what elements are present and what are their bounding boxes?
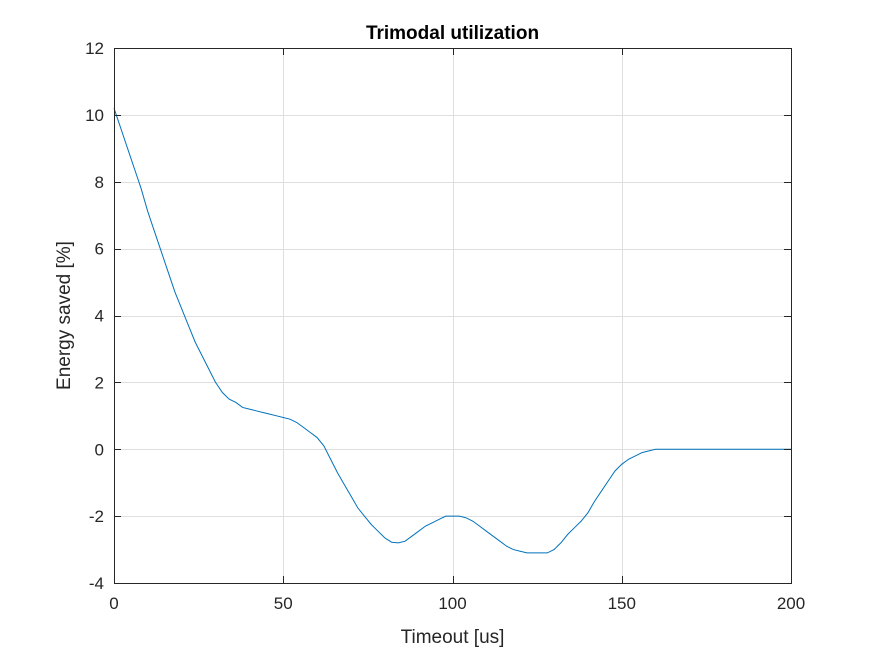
- y-axis-label: Energy saved [%]: [54, 241, 75, 390]
- plot-area: [114, 48, 791, 583]
- x-tick-label: 100: [438, 594, 466, 613]
- y-tick-label: 8: [95, 173, 104, 192]
- y-tick-label: 6: [95, 240, 104, 259]
- y-tick-label: 0: [95, 440, 104, 459]
- y-tick-label: -2: [89, 507, 104, 526]
- x-tick-label: 0: [109, 594, 118, 613]
- series-line: [113, 108, 791, 554]
- series-layer: [113, 108, 791, 554]
- y-tick-label: 4: [95, 307, 104, 326]
- y-tick-label: 10: [85, 106, 104, 125]
- x-tick-label: 50: [274, 594, 293, 613]
- y-tick-label: 12: [85, 39, 104, 58]
- x-tick-label: 150: [608, 594, 636, 613]
- x-axis-label: Timeout [us]: [401, 627, 505, 648]
- chart-title: Trimodal utilization: [366, 23, 539, 44]
- x-tick-label: 200: [777, 594, 805, 613]
- y-tick-label: -4: [89, 574, 104, 593]
- y-tick-label: 2: [95, 373, 104, 392]
- ticks: 0 50 100 150 200 -4 -2 0 2 4 6 8 10 12: [85, 39, 805, 613]
